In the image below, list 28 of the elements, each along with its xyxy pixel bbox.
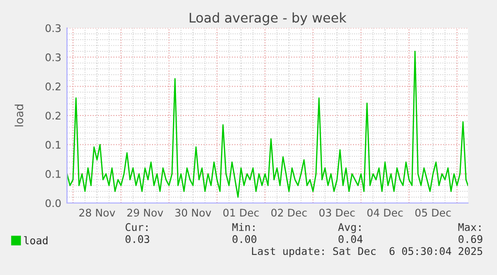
text: 0.00 [232, 235, 256, 244]
x-tick-label: 29 Nov [127, 208, 164, 217]
text: Last update: Sat Dec 6 05:30:04 2025 [252, 246, 482, 258]
text: 0.69 [458, 235, 482, 244]
y-tick-label: 0.2 [46, 112, 60, 120]
y-tick-label: 0.2 [46, 82, 60, 90]
legend-label: load [24, 236, 48, 244]
text: Cur: [126, 223, 148, 232]
x-tick-label: 04 Dec [367, 208, 403, 217]
x-tick-label: 03 Dec [319, 208, 355, 217]
text: Min: [232, 222, 254, 231]
line-series [67, 50, 468, 198]
y-axis-title: load [14, 104, 24, 126]
y-tick-label: 0.0 [46, 199, 61, 208]
text: 0.03 [126, 235, 150, 244]
x-tick-label: 30 Nov [175, 208, 212, 217]
x-tick-label: 02 Dec [271, 208, 307, 217]
x-tick-label: 05 Dec [415, 208, 451, 217]
y-tick-label: 0.3 [46, 24, 61, 32]
x-tick-label: 28 Nov [79, 208, 116, 217]
y-tick-label: 0.3 [46, 53, 61, 62]
text: Max: [458, 223, 480, 232]
text: Avg: [338, 223, 360, 234]
x-tick-label: 01 Dec [223, 208, 259, 217]
text: 0.04 [338, 235, 363, 244]
y-tick-label: 0.1 [46, 170, 60, 178]
chart-title: Load average - by week [190, 12, 346, 26]
y-tick-label: 0.1 [46, 140, 60, 149]
